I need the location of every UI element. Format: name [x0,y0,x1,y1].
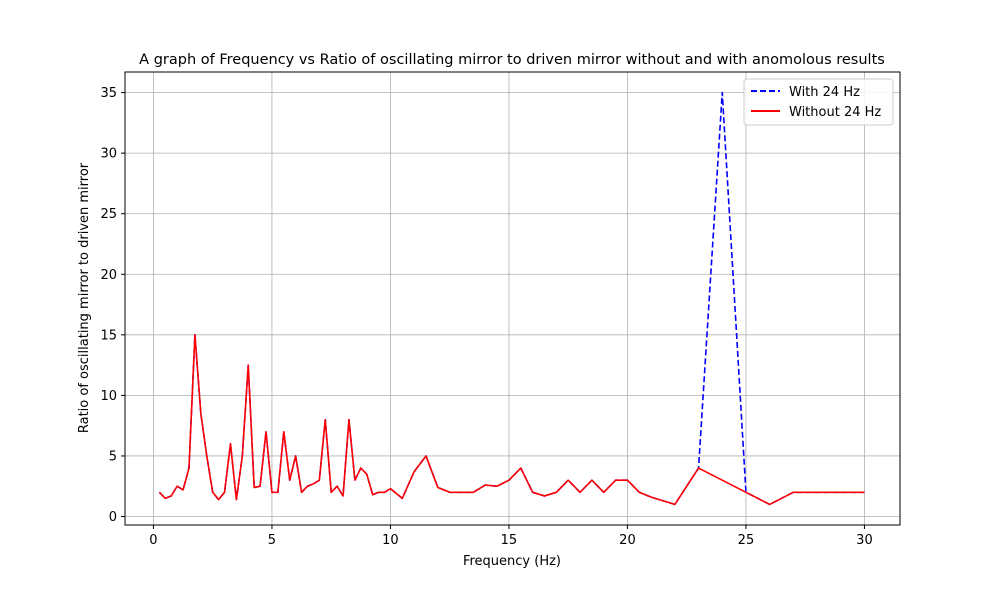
y-tick-label: 35 [100,86,117,101]
y-axis-label: Ratio of oscillating mirror to driven mi… [77,162,92,433]
y-tick-label: 20 [100,268,117,283]
x-tick-label: 10 [382,533,399,548]
plot-frame [124,71,901,526]
chart-title: A graph of Frequency vs Ratio of oscilla… [139,52,885,68]
series-layer [158,91,865,506]
legend-box [743,78,894,126]
x-axis-label: Frequency (Hz) [463,554,561,569]
axis-ticks: 0 5 10 15 20 25 30 0 5 10 15 20 25 30 35 [100,86,872,548]
legend-label-without-24hz: Without 24 Hz [789,105,881,120]
x-tick-label: 20 [619,533,636,548]
grid-lines [125,72,900,525]
legend-label-with-24hz: With 24 Hz [789,85,860,100]
x-tick-label: 30 [856,533,873,548]
y-tick-label: 25 [100,207,117,222]
x-tick-label: 5 [268,533,276,548]
x-tick-label: 25 [738,533,755,548]
series-line-without-24-hz [158,334,865,506]
x-tick-label: 0 [149,533,157,548]
legend: With 24 Hz Without 24 Hz [743,78,894,126]
y-tick-label: 30 [100,147,117,162]
y-tick-label: 15 [100,328,117,343]
x-tick-label: 15 [501,533,518,548]
y-tick-label: 5 [109,449,117,464]
y-tick-label: 0 [109,510,117,525]
y-tick-label: 10 [100,389,117,404]
